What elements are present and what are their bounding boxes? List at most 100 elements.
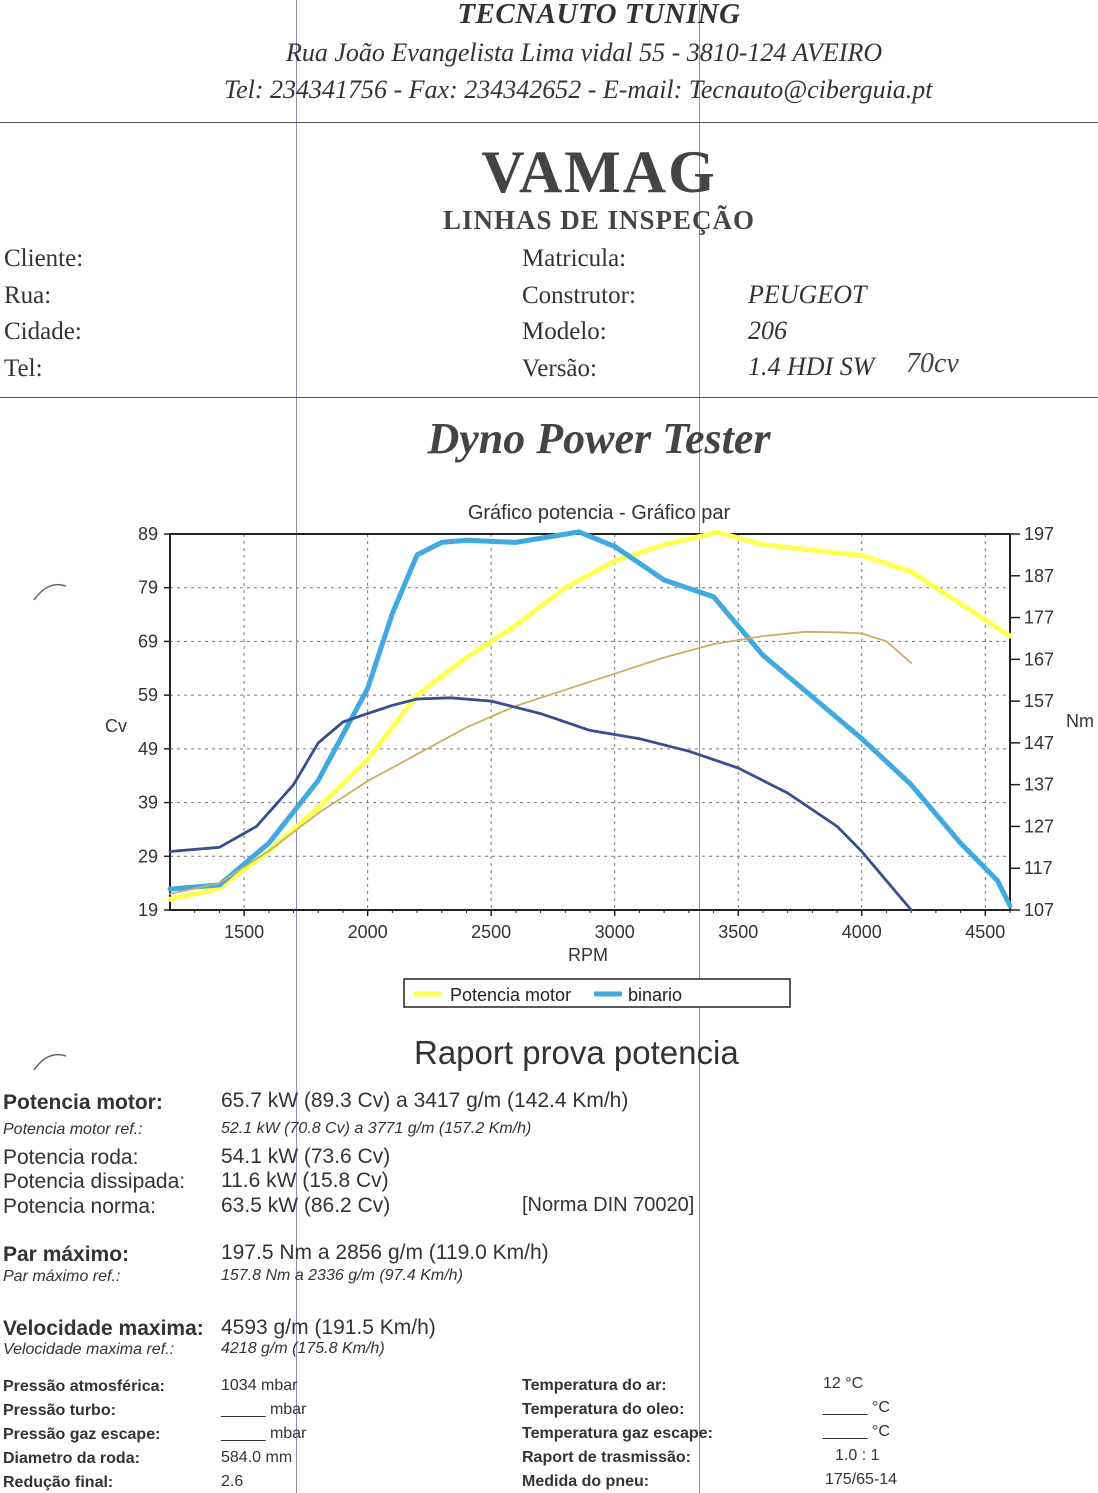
x-tick-label-2: 2500 [471,922,511,942]
value-raport-trasmissao: 1.0 : 1 [835,1447,880,1464]
value-reducao-final: 2.6 [221,1473,244,1490]
value-temperatura-ar: 12 °C [823,1375,864,1392]
company-address: Rua João Evangelista Lima vidal 55 - 381… [286,38,883,67]
label-potencia-norma: Potencia norma: [3,1195,156,1218]
divider-middle [0,397,1098,398]
y-right-tick-label-3: 137 [1024,775,1054,795]
chart-title: Gráfico potencia - Gráfico par [468,502,731,524]
norma-reference: [Norma DIN 70020] [522,1194,695,1216]
value-potencia-motor: 65.7 kW (89.3 Cv) a 3417 g/m (142.4 Km/h… [221,1089,629,1112]
scan-line-left [296,0,297,1493]
series-binario-ref [168,696,913,912]
y-left-tick-label-5: 69 [138,631,158,651]
x-tick-label-3: 3000 [595,922,635,942]
chart-grid [170,534,1010,910]
divider-top [0,122,1098,123]
value-medida-pneu: 175/65-14 [825,1471,898,1488]
value-potencia-dissipada: 11.6 kW (15.8 Cv) [221,1169,389,1192]
label-pressao-atmosferica: Pressão atmosférica: [3,1378,165,1395]
value-velocidade-maxima: 4593 g/m (191.5 Km/h) [221,1316,436,1339]
label-temperatura-ar: Temperatura do ar: [522,1377,667,1394]
label-rua: Rua: [4,282,52,309]
y-right-tick-label-4: 147 [1024,733,1054,753]
value-potencia-roda: 54.1 kW (73.6 Cv) [221,1145,391,1168]
label-tel: Tel: [4,355,43,382]
label-matricula: Matricula: [522,245,627,272]
chart-legend: Potencia motor binario [403,978,791,1008]
label-raport-trasmissao: Raport de trasmissão: [522,1449,691,1466]
series-potencia-motor [167,529,1013,902]
report-title: Raport prova potencia [414,1034,739,1071]
y-left-tick-label-3: 49 [138,739,158,759]
punch-mark-upper [33,583,67,601]
value-construtor: PEUGEOT [748,280,867,309]
y-right-tick-label-2: 127 [1024,816,1054,836]
value-diametro-roda: 584.0 mm [221,1449,293,1466]
value-pressao-turbo: _____ mbar [221,1401,307,1418]
series-potencia-ref [169,630,913,895]
value-pressao-gaz-escape: _____ mbar [221,1425,307,1442]
y-left-tick-label-4: 59 [138,685,158,705]
company-name: TECNAUTO TUNING [457,0,741,30]
y-right-tick-label-0: 107 [1024,900,1054,920]
series-binario [167,529,1013,909]
x-axis-label: RPM [568,945,608,965]
label-pressao-gaz-escape: Pressão gaz escape: [3,1426,161,1443]
value-potencia-motor-ref: 52.1 kW (70.8 Cv) a 3771 g/m (157.2 Km/h… [221,1120,532,1137]
y-axis-left: 19 29 39 49 59 69 79 89 [138,524,170,920]
label-par-maximo-ref: Par máximo ref.: [3,1268,121,1285]
value-par-maximo: 197.5 Nm a 2856 g/m (119.0 Km/h) [221,1241,549,1264]
label-velocidade-maxima: Velocidade maxima: [3,1317,204,1340]
label-cliente: Cliente: [4,245,84,272]
label-potencia-roda: Potencia roda: [3,1146,139,1169]
value-temperatura-gaz-escape: _____ °C [823,1423,890,1440]
y-right-tick-label-7: 177 [1024,608,1054,628]
y-right-tick-label-6: 167 [1024,649,1054,669]
x-tick-label-0: 1500 [224,922,264,942]
y-left-tick-label-1: 29 [138,846,158,866]
company-contacts: Tel: 234341756 - Fax: 234342652 - E-mail… [224,75,933,104]
value-velocidade-maxima-ref: 4218 g/m (175.8 Km/h) [221,1340,385,1357]
x-tick-label-6: 4500 [965,922,1005,942]
label-temperatura-oleo: Temperatura do oleo: [522,1401,685,1418]
label-reducao-final: Redução final: [3,1474,114,1491]
value-par-maximo-ref: 157.8 Nm a 2336 g/m (97.4 Km/h) [221,1267,463,1284]
value-modelo: 206 [748,316,787,345]
value-temperatura-oleo: _____ °C [823,1399,890,1416]
y-right-tick-label-8: 187 [1024,566,1054,586]
y-axis-label-left: Cv [105,716,127,736]
y-right-tick-label-1: 117 [1024,858,1053,878]
label-velocidade-maxima-ref: Velocidade maxima ref.: [3,1341,175,1358]
x-tick-label-5: 4000 [842,922,882,942]
label-potencia-motor-ref: Potencia motor ref.: [3,1121,143,1138]
brand-name: VAMAG [481,139,717,205]
legend-label-binario: binario [628,985,682,1005]
value-pressao-atmosferica: 1034 mbar [221,1377,298,1394]
value-potencia-norma: 63.5 kW (86.2 Cv) [221,1194,391,1217]
handwritten-note: 70cv [906,348,959,379]
y-left-tick-label-6: 79 [138,578,158,598]
label-modelo: Modelo: [522,318,607,345]
label-versao: Versão: [522,355,597,382]
y-left-tick-label-2: 39 [138,793,158,813]
label-potencia-dissipada: Potencia dissipada: [3,1170,186,1193]
brand-subtitle: LINHAS DE INSPEÇÃO [442,205,756,235]
label-potencia-motor: Potencia motor: [3,1091,163,1114]
value-versao: 1.4 HDI SW [748,352,875,381]
label-diametro-roda: Diametro da roda: [3,1450,140,1467]
legend-label-potencia: Potencia motor [450,985,571,1005]
punch-mark-lower [33,1053,67,1071]
label-temperatura-gaz-escape: Temperatura gaz escape: [522,1425,713,1442]
y-axis-right: 107 117 127 137 147 157 167 177 187 197 [1010,524,1054,920]
label-pressao-turbo: Pressão turbo: [3,1402,116,1419]
label-cidade: Cidade: [4,318,82,345]
x-tick-label-4: 3500 [718,922,758,942]
y-left-tick-label-0: 19 [138,900,158,920]
scan-line-right [699,0,700,1493]
plot-frame [169,533,1011,911]
label-medida-pneu: Medida do pneu: [522,1473,650,1490]
chart-series [167,529,1013,912]
dyno-chart: Gráfico potencia - Gráfico par 1500 2000 2… [105,502,1094,1008]
y-right-tick-label-9: 197 [1024,524,1054,544]
label-construtor: Construtor: [522,282,636,309]
